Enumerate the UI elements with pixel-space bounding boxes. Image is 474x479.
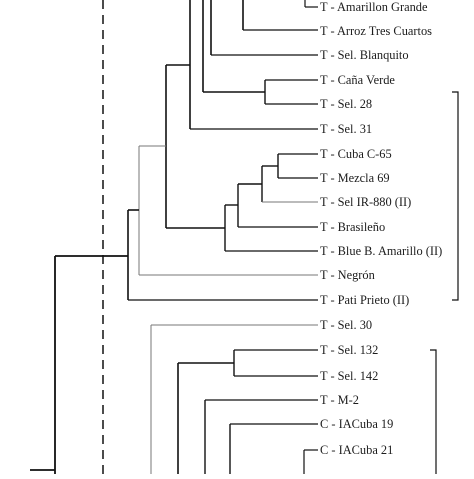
group-bracket-lower [430, 349, 437, 474]
leaf-label-sel-30: T - Sel. 30 [320, 318, 372, 332]
leaf-label-iacuba-19: C - IACuba 19 [320, 417, 393, 431]
upper-clade-branches [55, 0, 318, 301]
leaf-label-blue-b-amarillo: T - Blue B. Amarillo (II) [320, 244, 442, 258]
leaf-label-negron: T - Negrón [320, 268, 375, 282]
leaf-label-pati-prieto: T - Pati Prieto (II) [320, 293, 409, 307]
leaf-label-sel-142: T - Sel. 142 [320, 369, 378, 383]
leaf-label-mezcla-69: T - Mezcla 69 [320, 171, 390, 185]
group-bracket-upper [452, 91, 459, 301]
leaf-label-sel-31: T - Sel. 31 [320, 122, 372, 136]
leaf-label-brasileno: T - Brasileño [320, 220, 385, 234]
lower-clade-branches [30, 256, 318, 474]
leaf-label-amarillon: T - Amarillon Grande [320, 0, 428, 14]
leaf-label-m2: T - M-2 [320, 393, 359, 407]
leaf-label-cana-verde: T - Caña Verde [320, 73, 395, 87]
leaf-labels: T - Amarillon Grande T - Arroz Tres Cuar… [320, 0, 442, 457]
leaf-label-sel-28: T - Sel. 28 [320, 97, 372, 111]
leaf-label-cuba-c65: T - Cuba C-65 [320, 147, 392, 161]
leaf-label-arroz: T - Arroz Tres Cuartos [320, 24, 432, 38]
leaf-label-sel-ir880: T - Sel IR-880 (II) [320, 195, 411, 209]
leaf-label-iacuba-21: C - IACuba 21 [320, 443, 393, 457]
leaf-label-sel-132: T - Sel. 132 [320, 343, 378, 357]
leaf-label-blanquito: T - Sel. Blanquito [320, 48, 409, 62]
